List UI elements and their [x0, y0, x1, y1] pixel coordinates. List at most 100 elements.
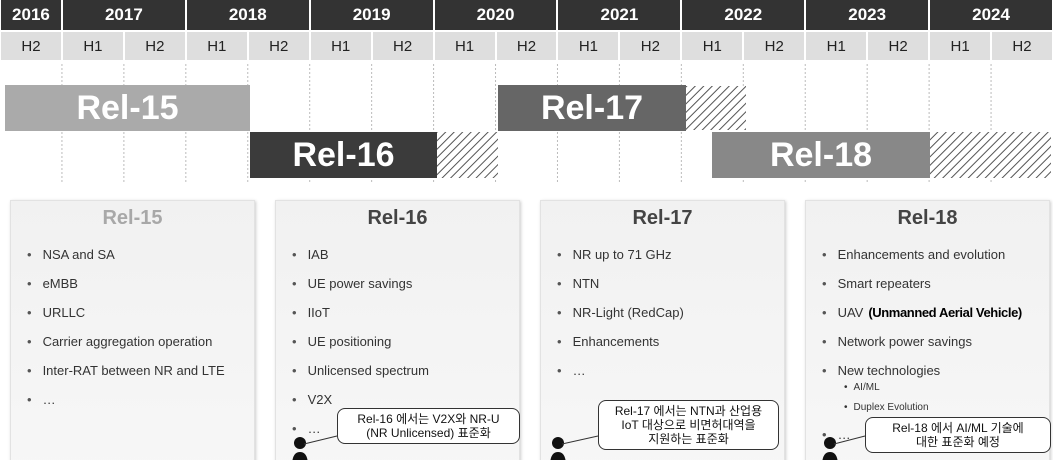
item-text: …	[837, 427, 851, 442]
bullet-item: IAB	[292, 247, 329, 262]
hatch	[437, 132, 498, 178]
item-text: New technologies	[837, 363, 941, 378]
callout: Rel-17 에서는 NTN과 산업용 IoT 대상으로 비면허대역을 지원하는 표…	[598, 400, 779, 450]
bar-rel18: Rel-18	[712, 132, 930, 178]
half-cell: H2	[372, 32, 433, 60]
sub-item: Duplex Evolution	[844, 402, 929, 413]
year-cell: 2017	[62, 0, 185, 30]
item-text: …	[307, 421, 321, 436]
bullet-item: …	[557, 363, 586, 378]
year-cell: 2016	[1, 0, 61, 30]
card-title: Rel-16	[367, 207, 428, 229]
callout-line: 대한 표준화 예정	[916, 435, 1000, 449]
bullet-item: NR up to 71 GHz	[557, 247, 672, 262]
item-text: Enhancements	[572, 334, 660, 349]
half-cell: H2	[496, 32, 557, 60]
bullet-item: V2X	[292, 392, 333, 407]
callout: Rel-18 에서 AI/ML 기술에 대한 표준화 예정	[865, 417, 1051, 453]
bullet-item: UAV (Unmanned Aerial Vehicle)	[822, 305, 1023, 320]
person-icon	[292, 435, 338, 460]
half-cell: H1	[558, 32, 619, 60]
card-title: Rel-18	[897, 207, 958, 229]
bullet-item: NSA and SA	[27, 247, 115, 262]
item-text: Unlicensed spectrum	[307, 363, 429, 378]
half-cell: H1	[434, 32, 495, 60]
bullet-item: Carrier aggregation operation	[27, 334, 213, 349]
item-text: Enhancements and evolution	[837, 247, 1006, 262]
hatch	[686, 86, 746, 130]
bullet-item: eMBB	[27, 276, 78, 291]
year-cell: 2022	[682, 0, 805, 30]
card-title: Rel-17	[632, 207, 693, 229]
bullet-item: …	[27, 392, 56, 407]
half-cell: H1	[62, 32, 123, 60]
bullet-item: IIoT	[292, 305, 330, 320]
bullet-item: Enhancements	[557, 334, 660, 349]
half-cell: H2	[620, 32, 681, 60]
bullet-item: New technologies	[822, 363, 941, 378]
year-cell: 2023	[806, 0, 929, 30]
item-text: UE positioning	[307, 334, 392, 349]
bar-rel16: Rel-16	[250, 132, 437, 178]
item-text: NTN	[572, 276, 600, 291]
year-cell: 2018	[186, 0, 309, 30]
bullet-item: URLLC	[27, 305, 86, 320]
card: Rel-18 Enhancements and evolution Smart re…	[805, 200, 1050, 460]
half-cell: H1	[806, 32, 867, 60]
item-text: Smart repeaters	[837, 276, 931, 291]
year-cell: 2021	[558, 0, 681, 30]
card-title: Rel-15	[102, 207, 163, 229]
person-icon	[822, 435, 866, 460]
item-text: NR-Light (RedCap)	[572, 305, 684, 320]
half-cell: H2	[1, 32, 61, 60]
item-text: NR up to 71 GHz	[572, 247, 672, 262]
half-cell: H1	[682, 32, 743, 60]
callout: Rel-16 에서는 V2X와 NR-U (NR Unlicensed) 표준화	[337, 408, 520, 444]
item-text: NSA and SA	[42, 247, 115, 262]
item-note: (Unmanned Aerial Vehicle)	[868, 305, 1022, 320]
bullet-item: Inter-RAT between NR and LTE	[27, 363, 225, 378]
callout-line: Rel-16 에서는 V2X와 NR-U	[357, 412, 500, 426]
item-text: IAB	[307, 247, 329, 262]
bullet-item: UE positioning	[292, 334, 392, 349]
item-text: UAV	[837, 305, 864, 320]
bullet-item: …	[822, 427, 851, 442]
sub-item: AI/ML	[844, 382, 880, 393]
bullet-item: …	[292, 421, 321, 436]
item-text: eMBB	[42, 276, 78, 291]
half-cell: H2	[868, 32, 929, 60]
callout-line: IoT 대상으로 비면허대역을	[621, 418, 756, 432]
callout-line: (NR Unlicensed) 표준화	[366, 426, 491, 440]
half-cell: H2	[124, 32, 185, 60]
item-text: V2X	[307, 392, 333, 407]
item-text: …	[572, 363, 586, 378]
bar-rel17: Rel-17	[498, 85, 686, 131]
year-cell: 2024	[930, 0, 1052, 30]
person-icon	[550, 435, 599, 460]
card: Rel-15 NSA and SA eMBB URLLC Carrier aggrega…	[10, 200, 255, 460]
year-cell: 2019	[310, 0, 433, 30]
year-cell: 2020	[434, 0, 557, 30]
item-text: Network power savings	[837, 334, 972, 349]
half-cell: H1	[310, 32, 371, 60]
bullet-item: UE power savings	[292, 276, 413, 291]
item-text: URLLC	[42, 305, 86, 320]
half-cell: H2	[248, 32, 309, 60]
half-cell: H1	[186, 32, 247, 60]
item-text: UE power savings	[307, 276, 413, 291]
callout-line: 지원하는 표준화	[648, 432, 729, 446]
callout-line: Rel-17 에서는 NTN과 산업용	[614, 404, 763, 418]
timeline-graphics	[61, 64, 1051, 182]
bullet-item: NTN	[557, 276, 600, 291]
item-text: Inter-RAT between NR and LTE	[42, 363, 225, 378]
item-text: IIoT	[307, 305, 330, 320]
bullet-item: Unlicensed spectrum	[292, 363, 429, 378]
callout-line: Rel-18 에서 AI/ML 기술에	[892, 421, 1024, 435]
bullet-item: NR-Light (RedCap)	[557, 305, 684, 320]
half-cell: H2	[992, 32, 1052, 60]
half-cell: H2	[744, 32, 805, 60]
bullet-item: Enhancements and evolution	[822, 247, 1006, 262]
half-cell: H1	[930, 32, 991, 60]
bullet-item: Network power savings	[822, 334, 972, 349]
